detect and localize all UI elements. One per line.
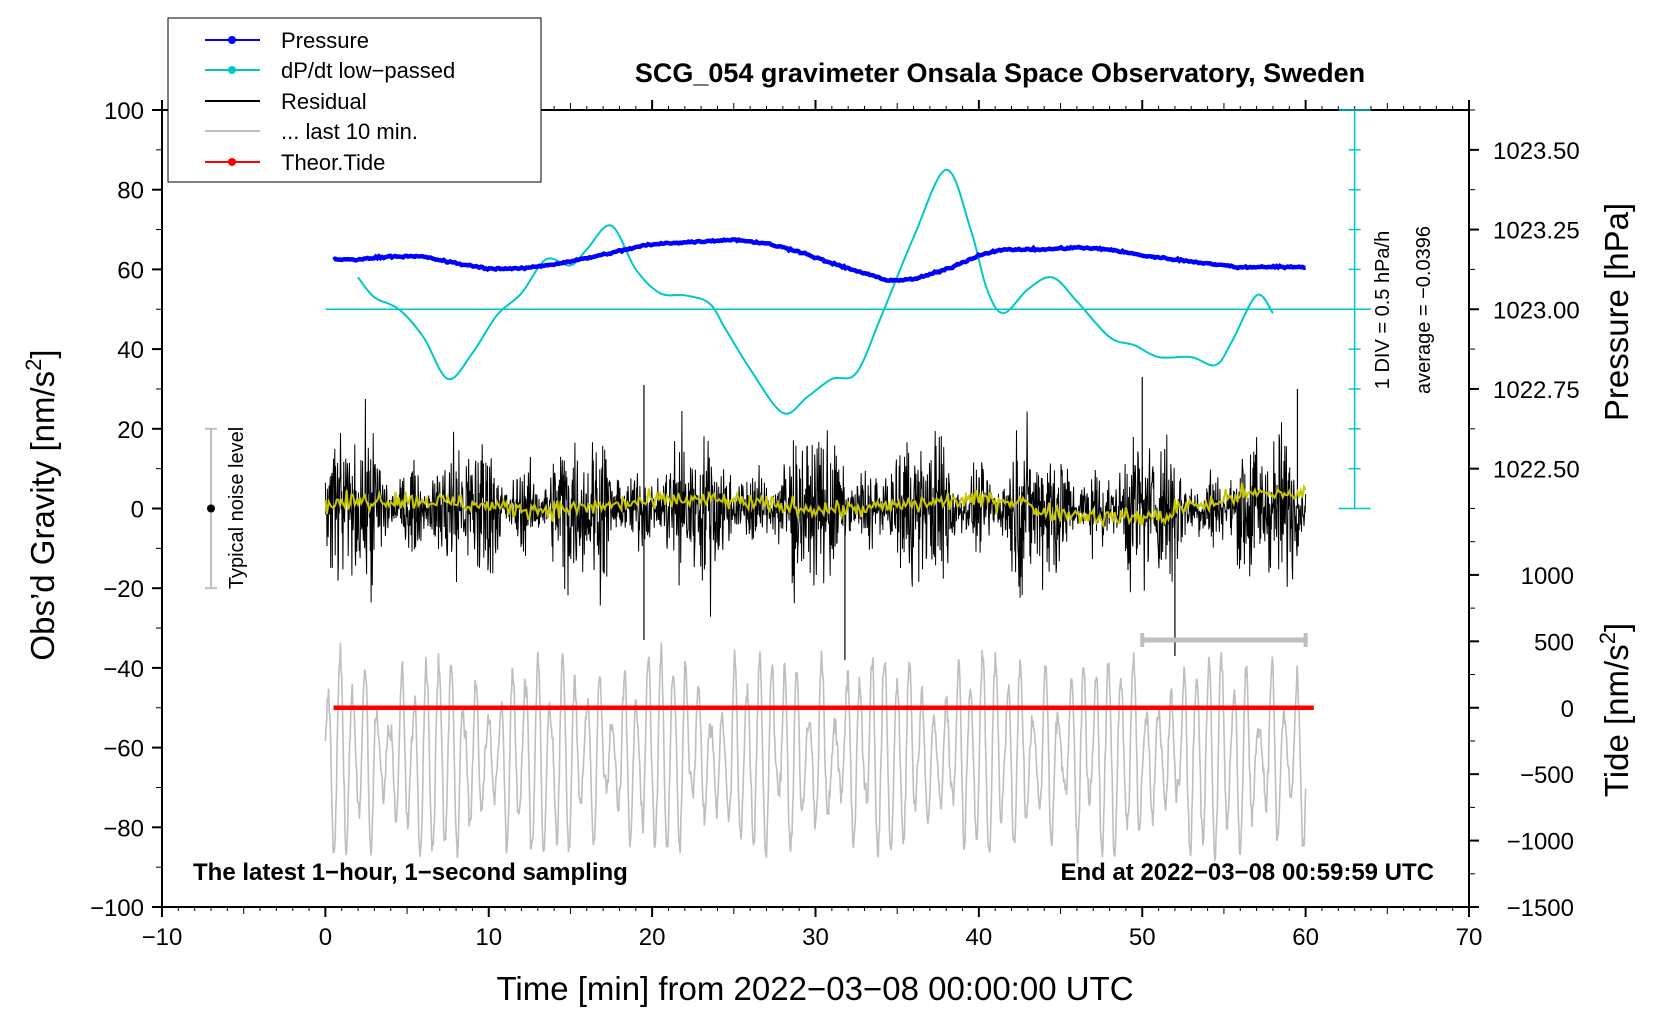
y-axis-label-close: ] <box>24 349 61 358</box>
legend-label-residual: Residual <box>281 89 367 114</box>
y-tick-label: −20 <box>103 576 144 603</box>
legend-swatch-marker <box>228 66 236 74</box>
legend-label-last10: ... last 10 min. <box>281 119 418 144</box>
legend-label-tide: Theor.Tide <box>281 150 385 175</box>
legend-label-dpdt: dP/dt low−passed <box>281 58 455 83</box>
last10-series-line <box>324 642 1307 864</box>
y-axis-label-main: Obs’d Gravity [nm/s <box>24 371 61 661</box>
tide-tick-label: −500 <box>1520 762 1574 789</box>
chart-title: SCG_054 gravimeter Onsala Space Observat… <box>635 58 1365 88</box>
axes-layer: −10 0 10 20 30 40 50 60 70−100−80−60−40−20020406… <box>90 98 1580 951</box>
annotation-latest-hour: The latest 1−hour, 1−second sampling <box>193 859 628 886</box>
dpdt-scale-label: 1 DIV = 0.5 hPa/h <box>1372 231 1394 389</box>
y-tick-label: −80 <box>103 815 144 842</box>
tide-tick-label: 0 <box>1561 696 1574 723</box>
legend-label-pressure: Pressure <box>281 28 369 53</box>
series-layer <box>324 168 1314 864</box>
annotation-layer <box>205 109 1371 648</box>
dpdt-series-line <box>357 168 1274 415</box>
pressure-axis-label: Pressure [hPa] <box>1598 203 1635 421</box>
x-tick-label: 70 <box>1456 924 1483 951</box>
smoothed-residual-line <box>324 482 1307 529</box>
y-tick-label: −100 <box>90 895 144 922</box>
tide-tick-label: 500 <box>1534 629 1574 656</box>
y-tick-label: −40 <box>103 656 144 683</box>
pressure-tick-label: 1023.25 <box>1493 218 1580 245</box>
tide-axis-label-main: Tide [nm/s <box>1598 644 1635 797</box>
x-tick-label: 60 <box>1292 924 1319 951</box>
tide-tick-label: −1500 <box>1507 895 1574 922</box>
y-tick-label: −60 <box>103 736 144 763</box>
legend-swatch-marker <box>228 36 236 44</box>
noise-level-label: Typical noise level <box>226 427 248 589</box>
y-tick-label: 40 <box>117 337 144 364</box>
x-tick-label: −10 <box>142 924 183 951</box>
legend: Pressure dP/dt low−passed Residual ... l… <box>167 17 542 183</box>
x-tick-label: 30 <box>802 924 829 951</box>
y-axis-label-superscript: 2 <box>21 359 46 371</box>
annotation-end-time: End at 2022−03−08 00:59:59 UTC <box>1060 859 1434 886</box>
tide-axis-label-superscript: 2 <box>1595 632 1620 644</box>
x-tick-label: 0 <box>319 924 332 951</box>
tide-tick-label: 1000 <box>1521 563 1574 590</box>
tide-axis-label: Tide [nm/s2] <box>1595 623 1635 797</box>
tide-tick-label: −1000 <box>1507 829 1574 856</box>
pressure-tick-label: 1022.50 <box>1493 457 1580 484</box>
legend-swatch-marker <box>228 158 236 166</box>
x-tick-label: 10 <box>475 924 502 951</box>
pressure-tick-label: 1023.50 <box>1493 138 1580 165</box>
y-tick-label: 0 <box>131 497 144 524</box>
y-tick-label: 80 <box>117 178 144 205</box>
x-tick-label: 20 <box>639 924 666 951</box>
pressure-tick-label: 1023.00 <box>1493 297 1580 324</box>
x-tick-label: 50 <box>1129 924 1156 951</box>
pressure-series-line <box>332 237 1307 284</box>
dpdt-average-label: average = −0.0396 <box>1413 226 1435 394</box>
tide-axis-label-close: ] <box>1598 623 1635 632</box>
x-tick-label: 40 <box>966 924 993 951</box>
y-tick-label: 60 <box>117 257 144 284</box>
x-axis-label: Time [min] from 2022−03−08 00:00:00 UTC <box>496 970 1133 1007</box>
noise-level-dot <box>207 504 216 513</box>
y-axis-label: Obs’d Gravity [nm/s2] <box>21 349 61 660</box>
pressure-tick-label: 1022.75 <box>1493 377 1580 404</box>
y-tick-label: 20 <box>117 417 144 444</box>
y-tick-label: 100 <box>104 98 144 125</box>
